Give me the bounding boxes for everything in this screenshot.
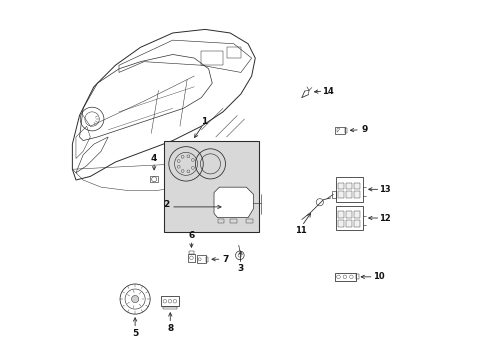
Bar — [332, 191, 335, 198]
Bar — [353, 220, 359, 226]
Bar — [201, 51, 223, 65]
Text: 13: 13 — [378, 185, 390, 194]
Text: 10: 10 — [372, 272, 384, 281]
Polygon shape — [214, 187, 253, 218]
Bar — [338, 211, 343, 218]
Bar — [206, 257, 208, 262]
Bar — [187, 254, 195, 262]
Bar — [197, 255, 206, 263]
Bar — [346, 183, 351, 189]
Text: 9: 9 — [360, 125, 366, 134]
Bar — [346, 192, 351, 198]
Bar — [334, 127, 344, 134]
Bar — [334, 273, 356, 281]
Text: 5: 5 — [132, 329, 138, 338]
Text: 3: 3 — [237, 265, 243, 274]
Bar — [163, 307, 177, 309]
Bar — [344, 129, 346, 133]
Text: 8: 8 — [167, 324, 173, 333]
Bar — [338, 183, 343, 189]
Text: 14: 14 — [321, 86, 333, 95]
Bar — [356, 274, 358, 279]
Bar — [353, 183, 359, 189]
Bar — [338, 192, 343, 198]
Bar — [230, 219, 236, 223]
Text: 7: 7 — [222, 255, 228, 264]
Bar — [346, 220, 351, 226]
Bar — [336, 206, 363, 230]
Bar — [336, 177, 363, 202]
Bar — [149, 176, 158, 182]
Bar — [161, 296, 179, 306]
Bar — [188, 251, 194, 254]
Bar — [217, 219, 224, 223]
Text: 12: 12 — [378, 213, 390, 222]
Bar — [346, 211, 351, 218]
Bar — [163, 140, 258, 232]
Circle shape — [131, 296, 139, 303]
Bar — [353, 192, 359, 198]
Text: 11: 11 — [295, 226, 306, 235]
Bar — [338, 220, 343, 226]
Text: 2: 2 — [163, 199, 169, 208]
Text: 1: 1 — [201, 117, 207, 126]
Text: 4: 4 — [151, 154, 157, 163]
Text: 6: 6 — [188, 231, 194, 240]
Bar — [353, 211, 359, 218]
Bar — [226, 47, 241, 58]
Bar — [246, 219, 252, 223]
